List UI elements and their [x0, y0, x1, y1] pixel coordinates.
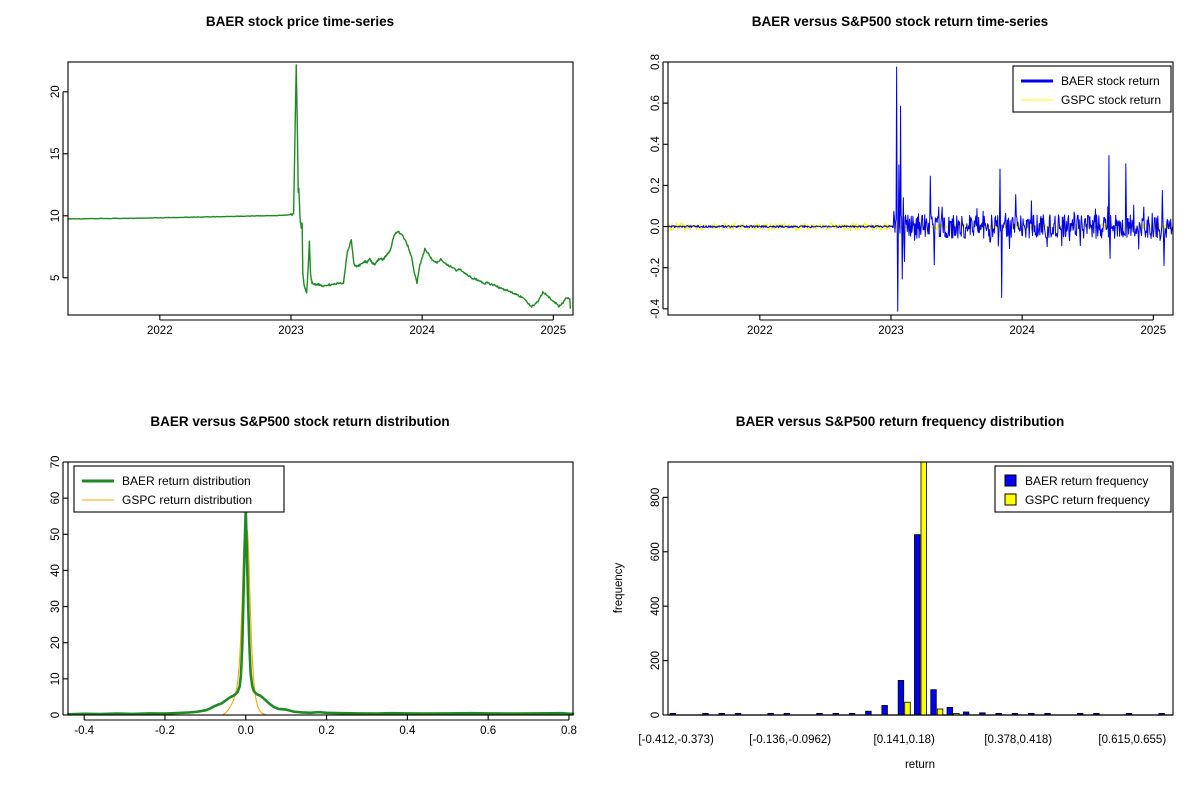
bar-baer — [865, 710, 872, 716]
axis-tick-label: [0.615,0.655) — [1098, 734, 1166, 746]
panel-2-frame — [667, 61, 1174, 316]
bar-gspc — [904, 701, 911, 716]
axis-tick-label: 0 — [650, 712, 662, 718]
panel-1-frame — [67, 61, 574, 316]
axis-tick-label: [-0.412,-0.373) — [638, 734, 714, 746]
panel-3-svg: BAER versus S&P500 stock return distribu… — [50, 414, 577, 737]
panel-1-title: BAER stock price time-series — [206, 14, 394, 29]
panel-3-legend: BAER return distribution GSPC return dist… — [73, 465, 285, 513]
axis-tick-label: 0.6 — [480, 725, 496, 737]
axis-tick-label: -0.4 — [74, 725, 94, 737]
bar-gspc — [920, 461, 927, 716]
axis-tick-label: 0.8 — [650, 54, 662, 70]
panel-return-distribution: BAER versus S&P500 stock return distribu… — [0, 400, 600, 800]
axis-tick-label: 5 — [50, 275, 62, 281]
panel-4-svg: BAER versus S&P500 return frequency dist… — [613, 414, 1174, 771]
axis-tick-label: [0.378,0.418) — [984, 734, 1052, 746]
axis-tick-label: 20 — [50, 85, 62, 98]
axis-tick-label: 50 — [50, 528, 62, 541]
axis-tick-label: 0 — [50, 712, 62, 718]
axis-tick-label: 0.4 — [399, 725, 416, 737]
panel-4-title: BAER versus S&P500 return frequency dist… — [736, 414, 1065, 429]
axis-tick-label: 30 — [50, 600, 62, 613]
panel-2-svg: BAER versus S&P500 stock return time-ser… — [650, 14, 1174, 337]
axis-tick-label: 200 — [650, 651, 662, 670]
axis-tick-label: 0.0 — [238, 725, 254, 737]
panel-1-axes: 2022 2023 2024 2025 5 10 15 20 — [50, 85, 566, 337]
panel-4-legend: BAER return frequency GSPC return frequen… — [994, 465, 1172, 513]
panel-4-axes: 0 200 400 600 800 — [650, 488, 668, 718]
axis-tick-label: 2023 — [278, 325, 304, 337]
panel-baer-vs-sp500-return-timeseries: BAER versus S&P500 stock return time-ser… — [600, 0, 1200, 400]
axis-tick-label: 600 — [650, 542, 662, 561]
axis-tick-label: 10 — [50, 672, 62, 685]
panel-3-frame — [67, 461, 574, 716]
panel-4-ylabel: frequency — [613, 563, 625, 614]
legend-label: BAER stock return — [1061, 74, 1160, 88]
axis-tick-label: 70 — [50, 456, 62, 469]
axis-tick-label: -0.4 — [650, 298, 662, 318]
axis-tick-label: -0.2 — [650, 258, 662, 278]
axis-tick-label: 2024 — [1009, 325, 1035, 337]
panel-4-xlabel: return — [905, 759, 935, 771]
axis-tick-label: 0.2 — [650, 177, 662, 193]
panel-2-plot-area — [667, 66, 1174, 312]
bar-baer — [914, 534, 921, 716]
axis-tick-label: [-0.136,-0.0962) — [749, 734, 831, 746]
panel-return-frequency-distribution: BAER versus S&P500 return frequency dist… — [600, 400, 1200, 800]
axis-tick-label: 0.2 — [319, 725, 335, 737]
price-line-baer — [67, 64, 572, 309]
panel-3-title: BAER versus S&P500 stock return distribu… — [150, 414, 449, 429]
bar-gspc — [936, 708, 944, 716]
legend-label: GSPC stock return — [1061, 93, 1161, 107]
axis-tick-label: 2025 — [1141, 325, 1167, 337]
bar-baer — [897, 680, 905, 716]
legend-label: BAER return distribution — [122, 474, 251, 488]
legend-label: GSPC return distribution — [122, 493, 252, 507]
panel-1-svg: BAER stock price time-series 2022 2023 202… — [50, 14, 574, 337]
axis-tick-label: 2024 — [409, 325, 435, 337]
bar-baer — [946, 706, 953, 716]
axis-tick-label: 400 — [650, 597, 662, 616]
axis-tick-label: 0.6 — [650, 95, 662, 111]
return-line-baer — [667, 66, 1174, 312]
axis-tick-label: 0.8 — [561, 725, 577, 737]
legend-label: BAER return frequency — [1025, 474, 1148, 488]
legend-swatch — [1004, 474, 1017, 487]
axis-tick-label: 2025 — [541, 325, 567, 337]
axis-tick-label: 800 — [650, 488, 662, 507]
panel-2-axes: 2022 2023 2024 2025 -0.4 -0.2 0.0 0.2 0.4 0.6 0.8 — [650, 54, 1166, 337]
panel-3-plot-area — [66, 507, 575, 716]
density-line-baer — [66, 507, 575, 716]
axis-tick-label: 20 — [50, 636, 62, 649]
panel-4-frame — [667, 461, 1174, 716]
bar-baer — [881, 705, 888, 716]
axis-tick-label: 0.4 — [650, 136, 662, 153]
axis-tick-label: 10 — [50, 209, 62, 222]
panel-4-plot-area: [-0.412,-0.373) [-0.136,-0.0962) [0.141,0.… — [638, 461, 1173, 746]
axis-tick-label: [0.141,0.18) — [874, 734, 936, 746]
axis-tick-label: 60 — [50, 492, 62, 505]
axis-tick-label: -0.2 — [155, 725, 175, 737]
legend-label: GSPC return frequency — [1025, 493, 1150, 507]
panel-2-legend: BAER stock return GSPC stock return — [1012, 65, 1172, 113]
legend-swatch — [1004, 493, 1017, 506]
panel-1-plot-area — [67, 64, 572, 309]
axis-tick-label: 40 — [50, 564, 62, 577]
axis-tick-label: 0.0 — [650, 219, 662, 235]
axis-tick-label: 2022 — [747, 325, 773, 337]
bar-baer — [930, 689, 937, 716]
panel-2-title: BAER versus S&P500 stock return time-ser… — [752, 14, 1048, 29]
panel-baer-price-timeseries: BAER stock price time-series 2022 2023 202… — [0, 0, 600, 400]
axis-tick-label: 2022 — [147, 325, 173, 337]
panel-3-axes: -0.4 -0.2 0.0 0.2 0.4 0.6 0.8 0 10 20 30 40 50 60 70 — [50, 456, 577, 737]
axis-tick-label: 15 — [50, 147, 62, 160]
axis-tick-label: 2023 — [878, 325, 904, 337]
